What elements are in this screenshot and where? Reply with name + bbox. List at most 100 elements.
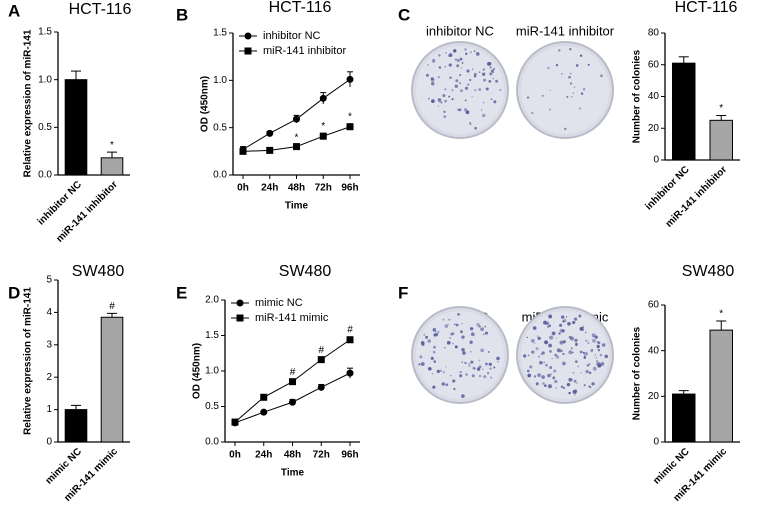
y-tick-label: 0.0 xyxy=(38,170,52,181)
y-tick-label: 0 xyxy=(653,437,659,448)
colony xyxy=(448,63,452,67)
panel-letter: D xyxy=(8,283,20,302)
colony xyxy=(480,327,484,332)
colony xyxy=(543,361,546,364)
point xyxy=(289,398,296,406)
colony xyxy=(444,324,449,328)
colony xyxy=(473,72,477,76)
colony xyxy=(431,373,434,375)
colony xyxy=(497,361,499,363)
y-axis-label: Relative expression of miR-141 xyxy=(23,29,34,177)
significance: * xyxy=(321,121,325,132)
panel-title: SW480 xyxy=(279,263,332,280)
colony xyxy=(579,54,583,57)
colony xyxy=(466,69,470,73)
colony xyxy=(437,105,440,108)
colony xyxy=(558,332,561,335)
colony xyxy=(459,57,463,61)
colony xyxy=(420,341,425,346)
colony xyxy=(449,76,452,80)
colony xyxy=(526,369,530,373)
colony xyxy=(468,364,471,367)
colony xyxy=(437,76,440,79)
point xyxy=(317,383,325,391)
colony xyxy=(563,319,567,323)
colony xyxy=(438,66,442,69)
colony xyxy=(471,95,473,98)
dish-label: miR-141 inhibitor xyxy=(516,23,615,38)
colony xyxy=(582,88,586,91)
colony xyxy=(445,383,449,387)
colony xyxy=(555,337,558,339)
colony xyxy=(445,51,447,54)
colony xyxy=(440,101,443,104)
colony xyxy=(557,49,561,52)
colony xyxy=(431,82,435,86)
colony xyxy=(464,99,467,102)
colony xyxy=(585,369,589,374)
colony xyxy=(478,71,481,74)
colony xyxy=(544,384,547,387)
colony xyxy=(461,361,464,364)
colony xyxy=(579,350,583,354)
colony xyxy=(469,79,472,82)
colony xyxy=(450,374,452,377)
colony xyxy=(455,323,459,327)
colony xyxy=(490,376,493,379)
colony xyxy=(531,350,535,354)
bar xyxy=(709,329,733,443)
colony xyxy=(572,351,574,354)
x-tick-label: 72h xyxy=(313,450,330,461)
point xyxy=(266,129,274,137)
colony xyxy=(530,339,535,343)
bar xyxy=(672,393,696,443)
colony xyxy=(487,350,490,353)
colony xyxy=(467,83,470,86)
colony xyxy=(568,75,571,79)
colony xyxy=(568,377,573,382)
legend-label: mimic NC xyxy=(255,297,303,309)
colony xyxy=(547,325,550,328)
colony xyxy=(584,351,588,356)
colony xyxy=(474,126,478,130)
y-tick-label: 1 xyxy=(46,404,52,415)
colony xyxy=(432,350,436,354)
colony xyxy=(495,79,499,83)
colony xyxy=(538,355,540,358)
x-tick-label: 96h xyxy=(341,450,358,461)
colony xyxy=(481,109,483,111)
colony xyxy=(460,89,463,93)
colony xyxy=(592,338,596,343)
panel-letter: B xyxy=(176,5,188,24)
colony xyxy=(478,365,482,369)
significance: # xyxy=(109,301,115,312)
colony xyxy=(483,78,487,82)
colony xyxy=(541,375,545,379)
colony xyxy=(456,64,460,68)
colony xyxy=(464,361,467,365)
y-tick-label: 60 xyxy=(648,300,660,311)
colony xyxy=(458,108,462,112)
colony xyxy=(567,321,571,326)
colony xyxy=(549,108,551,111)
point xyxy=(260,408,268,416)
colony xyxy=(489,367,492,370)
y-tick-label: 2 xyxy=(46,372,52,383)
colony xyxy=(597,348,601,352)
colony xyxy=(451,89,454,91)
colony xyxy=(492,67,496,71)
point xyxy=(346,75,354,83)
colony xyxy=(549,349,553,353)
colony xyxy=(464,48,467,51)
colony xyxy=(536,335,539,337)
colony xyxy=(555,355,560,359)
colony xyxy=(549,366,553,370)
colony xyxy=(448,54,451,57)
colony xyxy=(423,333,426,336)
colony xyxy=(443,115,447,118)
colony xyxy=(573,317,578,321)
legend-marker xyxy=(244,47,252,55)
colony xyxy=(448,318,451,321)
colony xyxy=(586,364,590,367)
